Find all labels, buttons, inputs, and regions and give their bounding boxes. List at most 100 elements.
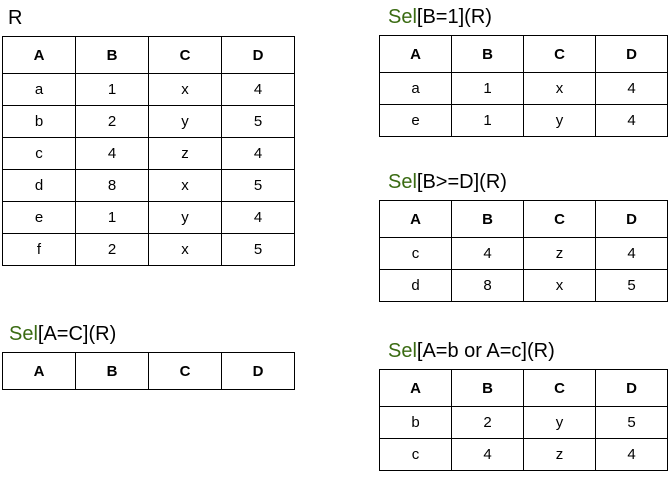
table-cell: z [523,438,596,471]
column-header: D [595,200,668,238]
table-cell: z [523,237,596,270]
column-header: B [451,35,524,73]
select-keyword: Sel [388,171,417,193]
column-header: C [523,369,596,407]
selection-title: Sel[A=b or A=c](R) [379,339,668,365]
table-cell: x [148,169,222,202]
column-header: B [451,200,524,238]
table-cell: 2 [75,233,149,266]
table-cell: 1 [75,73,149,106]
column-header: B [451,369,524,407]
select-keyword: Sel [388,340,417,362]
column-header: B [75,36,149,74]
column-header: C [148,36,222,74]
table-cell: 4 [595,72,668,105]
column-header: A [379,35,452,73]
table-cell: a [2,73,76,106]
select-keyword: Sel [388,6,417,28]
table-cell: 8 [451,269,524,302]
table-cell: 4 [595,104,668,137]
table-cell: x [148,73,222,106]
column-header: D [221,352,295,390]
table-cell: 5 [595,269,668,302]
table-cell: x [148,233,222,266]
table-cell: 5 [221,233,295,266]
table-cell: 4 [595,237,668,270]
table-cell: e [2,201,76,234]
relation-name: R [8,7,23,29]
table-cell: c [2,137,76,170]
table-cell: 1 [451,104,524,137]
column-header: D [221,36,295,74]
selection-condition: [A=b or A=c](R) [416,340,555,362]
column-header: C [523,200,596,238]
table-cell: 4 [451,237,524,270]
table-cell: 1 [451,72,524,105]
table-cell: 8 [75,169,149,202]
select-keyword: Sel [9,323,38,345]
selection-condition: [B>=D](R) [416,171,507,193]
table-cell: 4 [221,137,295,170]
relation-r-title: R [2,6,295,32]
table-cell: y [523,406,596,439]
table-cell: z [148,137,222,170]
column-header: D [595,369,668,407]
selection-title: Sel[A=C](R) [2,322,295,348]
column-header: B [75,352,149,390]
table-cell: 4 [221,201,295,234]
selection-condition: [A=C](R) [37,323,117,345]
table-cell: x [523,72,596,105]
table-cell: f [2,233,76,266]
table-cell: b [2,105,76,138]
column-header: A [2,352,76,390]
table-cell: b [379,406,452,439]
table-cell: 2 [451,406,524,439]
table-cell: 5 [595,406,668,439]
table-cell: 1 [75,201,149,234]
table-cell: c [379,438,452,471]
table-cell: y [148,201,222,234]
table-cell: 4 [75,137,149,170]
selection-title: Sel[B=1](R) [379,5,668,31]
column-header: C [148,352,222,390]
column-header: A [2,36,76,74]
column-header: D [595,35,668,73]
selection-condition: [B=1](R) [416,6,492,28]
table-cell: x [523,269,596,302]
table-cell: y [148,105,222,138]
selection-title: Sel[B>=D](R) [379,170,668,196]
table-cell: 4 [595,438,668,471]
table-cell: c [379,237,452,270]
table-cell: d [2,169,76,202]
table-cell: 2 [75,105,149,138]
column-header: A [379,200,452,238]
table-cell: 5 [221,105,295,138]
table-cell: a [379,72,452,105]
table-cell: 4 [221,73,295,106]
